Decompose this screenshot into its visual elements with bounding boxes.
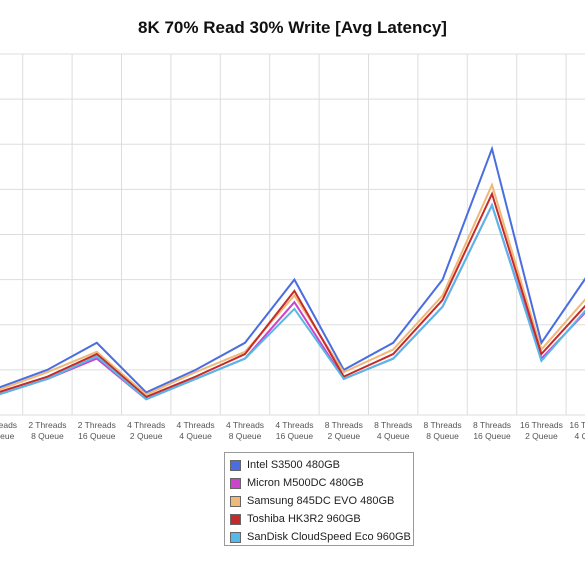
series-line (0, 181, 585, 396)
legend-swatch (230, 477, 241, 489)
x-tick-label: 8 Threads 8 Queue (424, 420, 462, 441)
grid-lines (0, 53, 585, 416)
legend-label: Toshiba HK3R2 960GB (247, 513, 361, 525)
x-tick-label: 8 Threads 2 Queue (325, 420, 363, 441)
x-tick-label: 2 Threads 8 Queue (28, 420, 66, 441)
legend-swatch (230, 459, 241, 471)
legend-item: Samsung 845DC EVO 480GB (230, 492, 413, 510)
legend-label: Samsung 845DC EVO 480GB (247, 495, 395, 507)
x-tick-label: 16 Threads 2 Queue (520, 420, 563, 441)
series-line (0, 145, 585, 394)
legend-item: Intel S3500 480GB (230, 456, 413, 474)
x-tick-label: 2 Threads 16 Queue (78, 420, 116, 441)
legend-label: SanDisk CloudSpeed Eco 960GB (247, 531, 411, 543)
x-tick-label: 4 Threads 16 Queue (275, 420, 313, 441)
legend-swatch (230, 531, 241, 543)
legend: Intel S3500 480GB Micron M500DC 480GB Sams… (224, 452, 414, 546)
legend-item: SanDisk CloudSpeed Eco 960GB (230, 528, 413, 546)
x-tick-label: 8 Threads 4 Queue (374, 420, 412, 441)
series-line (0, 202, 585, 401)
legend-swatch (230, 495, 241, 507)
x-tick-label: 4 Threads 2 Queue (127, 420, 165, 441)
x-tick-label: 4 Threads 4 Queue (177, 420, 215, 441)
series-lines (0, 145, 585, 401)
legend-item: Micron M500DC 480GB (230, 474, 413, 492)
legend-label: Intel S3500 480GB (247, 459, 340, 471)
chart-title: 8K 70% Read 30% Write [Avg Latency] (138, 18, 447, 37)
legend-item: Toshiba HK3R2 960GB (230, 510, 413, 528)
x-tick-label: 8 Threads 16 Queue (473, 420, 511, 441)
x-tick-label: 4 Threads 8 Queue (226, 420, 264, 441)
legend-label: Micron M500DC 480GB (247, 477, 364, 489)
legend-swatch (230, 513, 241, 525)
series-line (0, 191, 585, 399)
